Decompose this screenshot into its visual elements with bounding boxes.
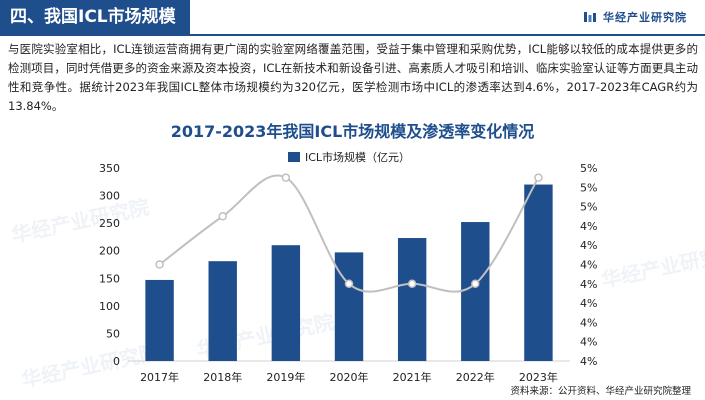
bar [334,252,364,361]
line-point [344,279,354,289]
x-axis-tick-label: 2021年 [393,370,432,384]
x-axis-tick-label: 2020年 [330,370,369,384]
line-point [281,173,291,182]
right-axis-tick-label: 4% [580,355,597,368]
source-note: 资料来源：公开资料、华经产业研究院整理 [510,386,691,397]
bar [271,245,301,361]
header-bar: 四、我国ICL市场规模 华经产业研究院 [0,0,705,36]
right-axis-tick-label: 4% [580,297,597,310]
left-axis-tick-label: 150 [99,272,120,285]
brand-name: 华经产业研究院 [603,11,687,24]
bar [145,279,174,361]
left-axis-tick-label: 300 [99,190,120,203]
x-axis-tick-label: 2022年 [456,370,495,384]
x-axis-tick-label: 2017年 [140,370,179,384]
left-axis-tick-label: 200 [99,245,120,258]
right-axis-tick-label: 4% [580,239,597,252]
line-point [534,173,543,182]
brand: 华经产业研究院 [583,9,687,25]
legend-label: ICL市场规模（亿元） [305,150,410,164]
right-axis-tick-label: 4% [580,316,597,329]
bar [397,238,427,361]
right-axis-tick-label: 5% [580,201,597,214]
right-axis-tick-label: 5% [580,181,597,194]
legend-swatch [288,152,300,162]
left-axis-tick-label: 100 [99,300,120,313]
chart-title: 2017-2023年我国ICL市场规模及渗透率变化情况 [170,122,535,141]
line-point [471,279,480,289]
line-point [218,212,227,221]
brand-logo-icon [584,12,596,22]
line-point [155,260,164,269]
right-axis-tick-label: 4% [580,336,597,349]
bar [208,261,237,361]
bar [461,222,490,361]
header-divider [0,34,705,36]
left-axis-tick-label: 350 [99,162,120,175]
left-axis-tick-label: 0 [113,355,120,368]
right-axis-tick-label: 4% [580,278,597,291]
right-axis-tick-label: 5% [580,162,597,175]
right-axis-tick-label: 4% [580,220,597,233]
description-paragraph: 与医院实验室相比，ICL连锁运营商拥有更广阔的实验室网络覆盖范围，受益于集中管理… [8,42,698,113]
page-title: 四、我国ICL市场规模 [0,0,190,34]
line-point [407,279,417,289]
left-axis-tick-label: 50 [106,327,120,340]
bar [524,184,553,361]
x-axis-tick-label: 2019年 [266,370,305,384]
right-axis-tick-label: 4% [580,259,597,272]
x-axis-tick-label: 2023年 [519,370,558,384]
left-axis-tick-label: 250 [99,217,120,230]
x-axis-tick-label: 2018年 [203,370,242,384]
